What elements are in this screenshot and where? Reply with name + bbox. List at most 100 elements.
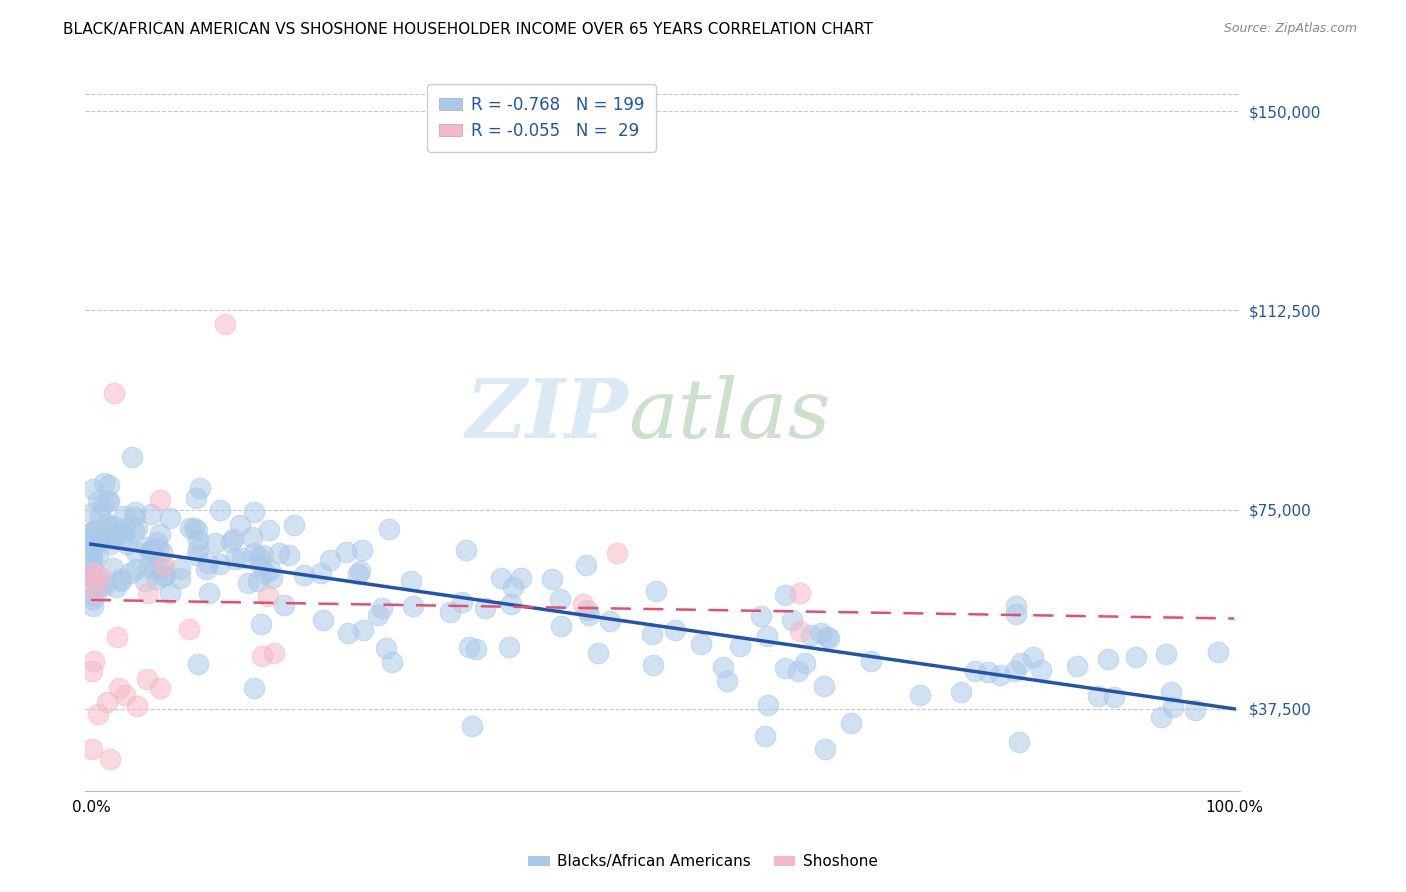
Point bbox=[283, 518, 305, 533]
Point bbox=[96, 695, 118, 709]
Point bbox=[780, 613, 803, 627]
Point bbox=[988, 668, 1011, 682]
Point bbox=[754, 729, 776, 743]
Point bbox=[82, 599, 104, 613]
Point bbox=[198, 586, 221, 600]
Point bbox=[159, 511, 181, 525]
Point bbox=[728, 639, 751, 653]
Point bbox=[186, 523, 208, 537]
Point bbox=[690, 637, 713, 651]
Point bbox=[800, 627, 823, 641]
Point bbox=[187, 657, 209, 672]
Point bbox=[187, 533, 209, 547]
Point bbox=[347, 567, 370, 582]
Point bbox=[80, 530, 103, 544]
Point bbox=[664, 623, 686, 637]
Point bbox=[141, 543, 163, 558]
Point bbox=[641, 627, 664, 641]
Point bbox=[139, 555, 162, 569]
Point bbox=[335, 545, 357, 559]
Point bbox=[786, 664, 808, 678]
Point bbox=[859, 654, 882, 668]
Point bbox=[208, 503, 231, 517]
Point bbox=[810, 626, 832, 640]
Point bbox=[87, 706, 110, 721]
Point bbox=[83, 566, 105, 581]
Point bbox=[1021, 650, 1043, 665]
Point bbox=[90, 570, 112, 584]
Point bbox=[273, 598, 295, 612]
Point bbox=[124, 505, 146, 519]
Point bbox=[124, 524, 146, 539]
Point bbox=[103, 385, 125, 400]
Point bbox=[80, 664, 103, 678]
Point bbox=[111, 529, 134, 543]
Point bbox=[148, 681, 170, 695]
Point bbox=[910, 689, 932, 703]
Point bbox=[454, 543, 477, 558]
Point bbox=[150, 545, 173, 559]
Point bbox=[578, 608, 600, 623]
Point bbox=[758, 698, 780, 712]
Point bbox=[153, 569, 176, 583]
Point bbox=[80, 591, 103, 606]
Point bbox=[236, 576, 259, 591]
Point bbox=[80, 559, 103, 574]
Point bbox=[84, 590, 107, 604]
Point bbox=[228, 517, 250, 532]
Point bbox=[461, 719, 484, 733]
Point bbox=[98, 478, 121, 492]
Point bbox=[1004, 599, 1026, 614]
Point bbox=[751, 609, 773, 624]
Point bbox=[336, 626, 359, 640]
Point bbox=[399, 574, 422, 588]
Point bbox=[813, 680, 835, 694]
Point bbox=[118, 566, 141, 580]
Point bbox=[80, 555, 103, 569]
Point bbox=[104, 580, 127, 594]
Point bbox=[87, 494, 110, 508]
Point bbox=[97, 494, 120, 508]
Point bbox=[141, 543, 163, 558]
Point bbox=[83, 654, 105, 668]
Point bbox=[125, 544, 148, 558]
Point bbox=[1208, 645, 1230, 659]
Point bbox=[136, 672, 159, 686]
Point bbox=[499, 597, 522, 611]
Point bbox=[112, 508, 135, 523]
Point bbox=[97, 519, 120, 533]
Point bbox=[82, 538, 104, 552]
Point bbox=[146, 561, 169, 575]
Point bbox=[186, 548, 208, 562]
Point bbox=[1163, 700, 1185, 714]
Point bbox=[1154, 647, 1177, 661]
Point bbox=[87, 547, 110, 561]
Point bbox=[474, 600, 496, 615]
Point bbox=[93, 475, 115, 490]
Point bbox=[1005, 607, 1028, 622]
Point bbox=[110, 574, 132, 589]
Point bbox=[250, 558, 273, 572]
Point bbox=[247, 574, 270, 589]
Point bbox=[457, 640, 479, 654]
Point bbox=[94, 578, 117, 592]
Point bbox=[224, 552, 246, 566]
Text: Source: ZipAtlas.com: Source: ZipAtlas.com bbox=[1223, 22, 1357, 36]
Point bbox=[1097, 651, 1119, 665]
Point bbox=[83, 524, 105, 538]
Legend: R = -0.768   N = 199, R = -0.055   N =  29: R = -0.768 N = 199, R = -0.055 N = 29 bbox=[427, 84, 655, 152]
Point bbox=[134, 540, 156, 554]
Point bbox=[82, 482, 104, 496]
Point bbox=[125, 562, 148, 576]
Point bbox=[121, 450, 143, 464]
Point bbox=[107, 630, 129, 644]
Point bbox=[789, 586, 811, 600]
Point bbox=[465, 642, 488, 657]
Point bbox=[149, 492, 172, 507]
Point bbox=[1150, 710, 1173, 724]
Point bbox=[103, 518, 125, 533]
Point bbox=[97, 493, 120, 508]
Point bbox=[1031, 663, 1053, 677]
Point bbox=[146, 535, 169, 549]
Point bbox=[188, 481, 211, 495]
